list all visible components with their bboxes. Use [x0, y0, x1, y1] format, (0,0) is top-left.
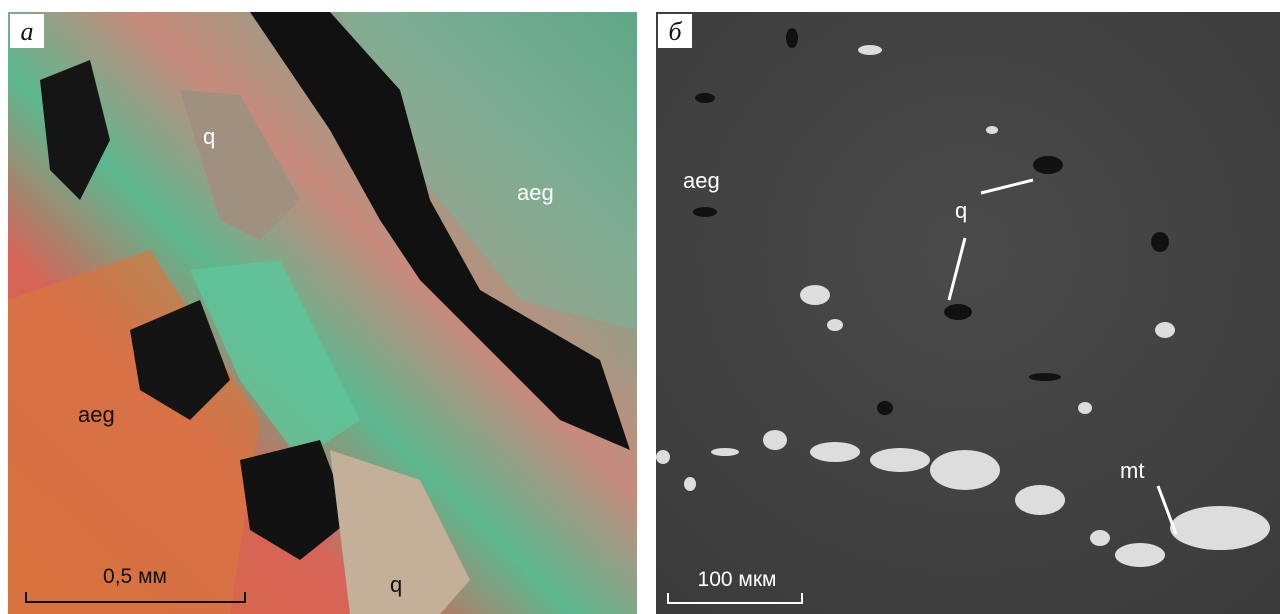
panel-a: mt q aeg aeg q 0,5 мм а [8, 12, 637, 614]
grain [656, 450, 670, 464]
annotation: aeg [78, 402, 115, 427]
leader-line [980, 178, 1034, 195]
leader-line [947, 237, 967, 301]
annotation: mt [290, 45, 314, 70]
annotation: mt [1120, 458, 1144, 483]
scale-bar [667, 593, 803, 604]
opaque-grain [250, 12, 630, 450]
grain [1170, 506, 1270, 550]
quartz-grain [180, 90, 300, 240]
panel-b: aeg q mt 100 мкм б [656, 12, 1280, 614]
grain [1015, 485, 1065, 515]
annotation: q [390, 572, 402, 597]
magnetite-grains [656, 45, 1270, 567]
grain [1033, 156, 1063, 174]
grain [877, 401, 893, 415]
opaque-grain [40, 60, 110, 200]
scale-bar-label: 100 мкм [698, 568, 777, 591]
grain [1151, 232, 1169, 252]
grain [930, 450, 1000, 490]
grain [827, 319, 843, 331]
grain [786, 28, 798, 48]
grain [684, 477, 696, 491]
grain [870, 448, 930, 472]
mineral-region [340, 12, 637, 330]
panel-label: б [668, 17, 682, 46]
grain [763, 430, 787, 450]
grain [1090, 530, 1110, 546]
grain [800, 285, 830, 305]
panel-label: а [21, 17, 34, 46]
grain [1078, 402, 1092, 414]
grain [1115, 543, 1165, 567]
annotation: aeg [517, 180, 554, 205]
quartz-grain [330, 450, 470, 614]
annotation: q [955, 198, 967, 223]
annotation: q [203, 124, 215, 149]
grain [986, 126, 998, 134]
panel-label-box [658, 14, 692, 48]
opaque-grain [240, 440, 350, 560]
scale-bar [25, 592, 246, 603]
grain [1029, 373, 1061, 381]
grain [711, 448, 739, 456]
mineral-region [190, 260, 360, 460]
scale-bar-label: 0,5 мм [103, 565, 167, 588]
panel-label-box [10, 14, 44, 48]
grain [810, 442, 860, 462]
grain [858, 45, 882, 55]
quartz-grains [693, 28, 1169, 415]
grain [695, 93, 715, 103]
leader-line [1156, 485, 1178, 535]
annotation: aeg [683, 168, 720, 193]
opaque-grain [130, 300, 230, 420]
grain [693, 207, 717, 217]
grain [944, 304, 972, 320]
grain [1155, 322, 1175, 338]
